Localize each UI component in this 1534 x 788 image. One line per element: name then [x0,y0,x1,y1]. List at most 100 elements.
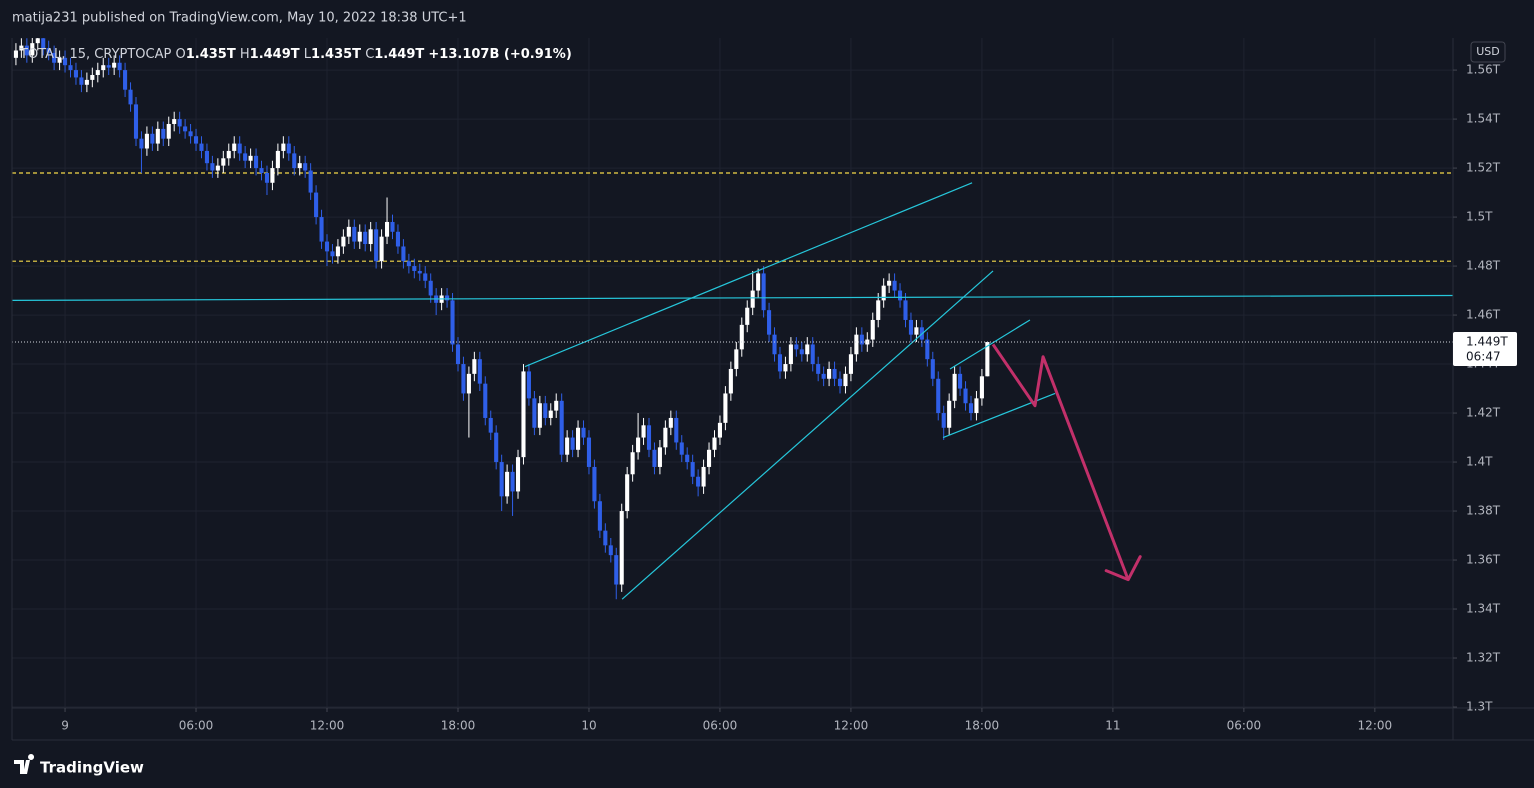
candle-body [761,273,766,311]
candle-body [756,273,761,291]
quote-label: H [240,47,250,62]
x-tick-label: 11 [1105,719,1120,733]
candle-body [805,344,810,355]
candle-body [144,133,149,149]
candle-body [679,442,684,455]
candle-body [685,454,690,463]
candle-body [63,57,68,66]
candle-body [515,457,521,492]
candle-body [79,77,84,85]
candle-body [390,221,395,232]
candle-body [794,344,799,350]
trendline [949,319,1031,370]
currency-label: USD [1476,45,1500,58]
candle-body [745,307,750,325]
candle-body [423,273,428,281]
candle-body [204,150,209,164]
candle-body [985,342,990,377]
y-tick-label: 1.46T [1466,308,1501,322]
candle-body [668,417,673,428]
candle-body [548,410,553,418]
plot-area [12,38,1453,600]
y-tick-label: 1.32T [1466,651,1501,665]
candle-body [723,393,728,423]
candle-body [84,79,89,85]
quote-label: O [176,47,186,62]
symbol: TOTAL, 15, CRYPTOCAP [19,47,172,62]
x-tick-label: 18:00 [441,719,476,733]
candle-body [958,373,963,389]
candle-body [532,398,537,428]
candle-body [133,104,139,139]
x-tick-label: 12:00 [834,719,869,733]
candle-body [428,280,433,296]
candle-body [292,153,297,169]
x-tick-label: 06:00 [179,719,214,733]
candle-body [843,373,848,387]
candle-body [554,400,559,411]
candle-body [41,38,46,49]
candle-body [286,143,291,154]
candle-body [837,378,843,387]
candle-body [30,43,35,56]
candle-body [767,310,772,335]
candle-body [494,432,499,463]
quote-value: 1.449T [250,47,300,62]
quote-label: L [304,47,312,62]
candle-body [499,462,504,497]
candle-body [303,163,308,171]
candle-body [608,545,613,556]
candle-body [259,168,264,173]
candle-body [859,334,864,345]
x-tick-label: 12:00 [310,719,345,733]
candle-body [106,65,111,68]
candle-body [614,555,619,585]
candle-body [543,403,548,418]
candle-body [728,368,733,394]
candle-body [646,425,652,450]
candle-body [472,359,477,374]
candle-body [526,371,531,399]
x-tick-label: 12:00 [1358,719,1393,733]
candle-body [947,400,952,428]
candle-body [226,150,231,159]
candle-body [734,349,739,369]
candle-body [630,452,635,475]
candle-body [215,165,220,171]
candle-body [139,138,144,149]
candle-body [264,172,270,183]
candle-body [466,373,471,394]
candle-body [641,425,646,438]
y-tick-label: 1.42T [1466,406,1501,420]
candle-body [690,462,695,477]
candle-body [183,126,188,132]
candle-body [243,153,248,161]
candle-body [314,192,319,218]
candle-body [335,246,340,257]
quote-value: 1.435T [311,47,361,62]
candle-body [968,403,974,414]
candle-body [57,57,62,63]
y-tick-label: 1.36T [1466,553,1501,567]
candle-body [821,373,826,379]
candle-body [150,133,155,144]
candle-body [117,62,122,71]
candle-body [455,344,461,365]
x-tick-label: 06:00 [703,719,738,733]
candle-body [357,231,362,242]
candle-body [777,354,783,372]
candle-body [783,364,788,372]
candle-body [461,364,466,394]
arrow-head [1104,555,1142,582]
change: +13.107B (+0.91%) [428,47,571,62]
y-tick-label: 1.3T [1466,700,1493,714]
candle-body [281,143,286,151]
candle-body [19,45,24,51]
candle-body [914,327,919,335]
last-price-label: 1.449T [1466,335,1508,349]
candle-body [537,403,542,428]
quote-value: 1.435T [186,47,236,62]
candle-body [887,280,892,286]
quote-label: C [365,47,374,62]
candle-body [696,476,701,487]
